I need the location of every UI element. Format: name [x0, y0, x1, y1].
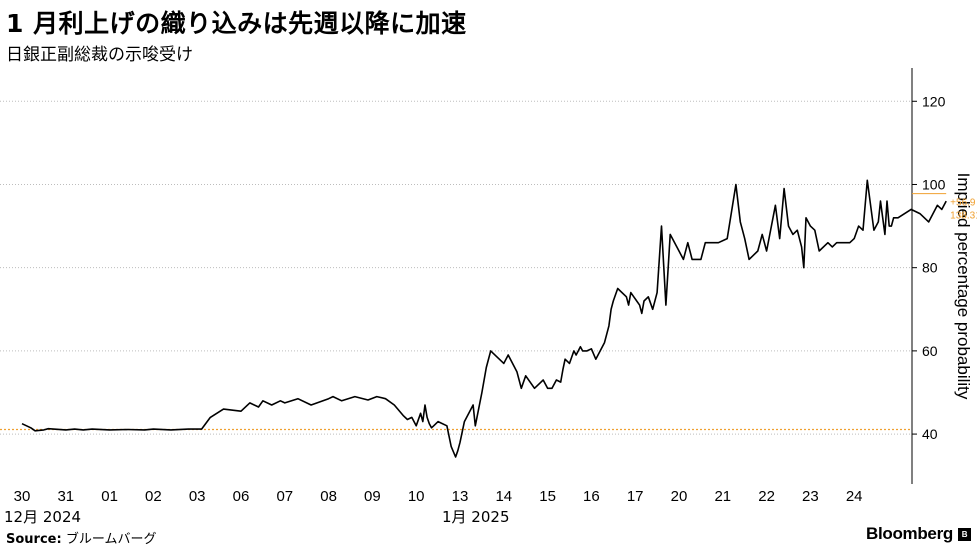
x-tick-label: 20 [671, 488, 688, 505]
source-note: Source: ブルームバーグ [6, 528, 156, 547]
x-tick-label: 23 [802, 488, 819, 505]
x-period-label: 1月 2025 [442, 508, 510, 526]
x-tick-label: 01 [101, 488, 118, 505]
x-tick-label: 02 [145, 488, 162, 505]
bloomberg-mark-icon: B [958, 527, 971, 541]
y-tick-label: 80 [922, 260, 938, 276]
x-tick-label: 10 [408, 488, 425, 505]
y-tick-label: 60 [922, 343, 938, 359]
x-tick-label: 13 [452, 488, 469, 505]
x-tick-label: 16 [583, 488, 600, 505]
x-tick-label: 07 [276, 488, 293, 505]
x-tick-label: 21 [714, 488, 731, 505]
x-tick-label: 03 [189, 488, 206, 505]
annotation-label: 138.31% [950, 211, 977, 222]
brand-name: Bloomberg [865, 524, 953, 543]
x-tick-label: 08 [320, 488, 337, 505]
chart-title: 1 月利上げの織り込みは先週以降に加速 [6, 9, 467, 38]
x-tick-label: 30 [14, 488, 31, 505]
x-tick-label: 17 [627, 488, 644, 505]
source-label: Source: [6, 532, 62, 547]
bloomberg-logo: Bloomberg B [866, 524, 971, 544]
x-tick-label: 24 [846, 488, 863, 505]
x-tick-label: 22 [758, 488, 775, 505]
annotation-label: +56.9 [950, 198, 976, 209]
source-text: ブルームバーグ [65, 532, 157, 547]
chart-subtitle: 日銀正副総裁の示唆受け [6, 45, 193, 65]
y-tick-label: 40 [922, 426, 938, 442]
y-tick-label: 120 [922, 93, 946, 109]
y-tick-label: 100 [922, 176, 946, 192]
x-tick-label: 06 [233, 488, 250, 505]
x-tick-label: 14 [495, 488, 512, 505]
series-line [21, 179, 947, 458]
y-axis-title: Implied percentage probability [954, 173, 973, 400]
x-tick-label: 09 [364, 488, 381, 505]
x-period-label: 12月 2024 [4, 508, 81, 526]
x-tick-label: 31 [57, 488, 74, 505]
x-tick-label: 15 [539, 488, 556, 505]
